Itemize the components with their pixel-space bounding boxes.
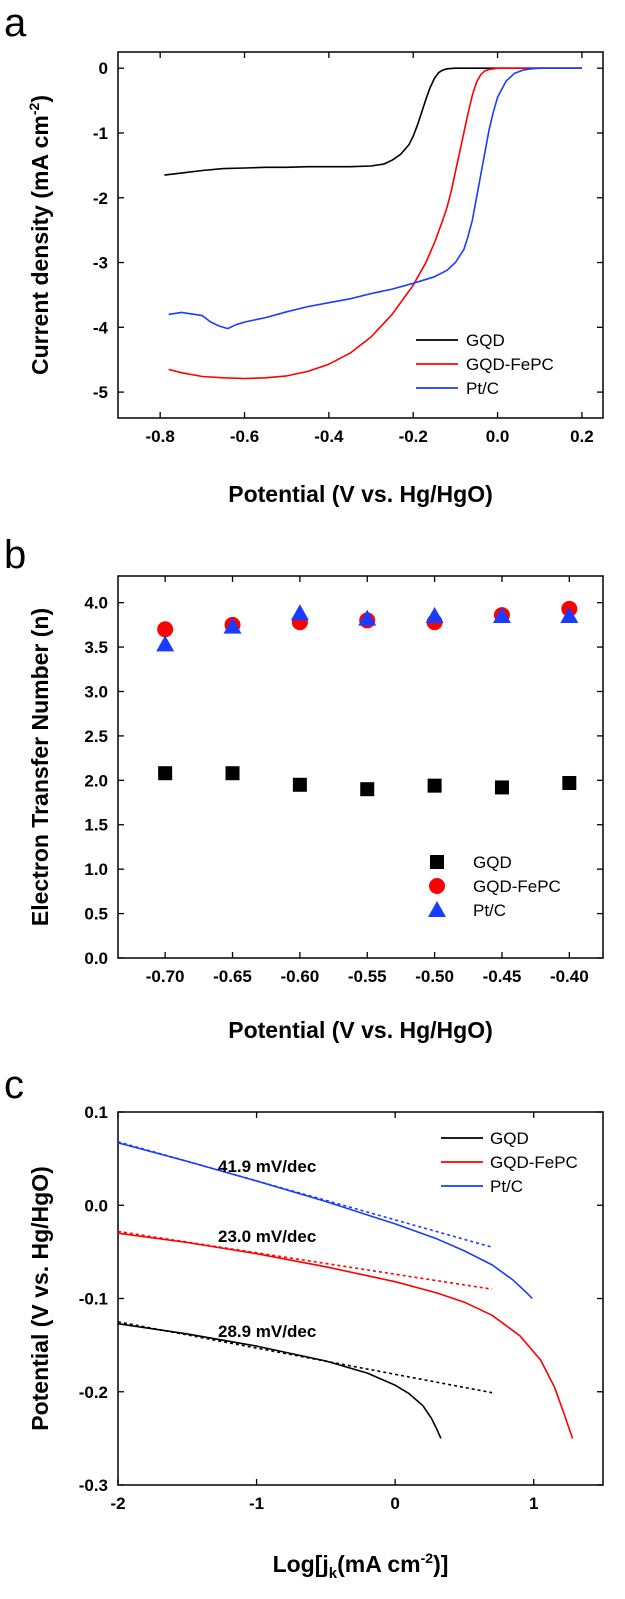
panel-c: c -2 -1 0 1 0.1 0.0 -0.1 -0.2 -0.3 28.9 mV/dec 23.0… xyxy=(4,1063,604,1582)
legend: GQD GQD-FePC Pt/C xyxy=(416,331,554,398)
x-tick-label: -0.6 xyxy=(230,427,259,446)
y-tick-label: -2 xyxy=(93,189,108,208)
y-tick-label: -5 xyxy=(93,383,108,402)
data-point-gqd xyxy=(158,766,173,781)
plot-frame xyxy=(117,575,604,959)
x-tick-label: -0.8 xyxy=(146,427,175,446)
x-axis-label: Potential (V vs. Hg/HgO) xyxy=(228,481,493,507)
legend-label: GQD xyxy=(473,853,512,872)
legend-label: GQD-FePC xyxy=(490,1153,578,1172)
x-tick-label: -0.2 xyxy=(399,427,428,446)
legend-marker xyxy=(429,878,445,894)
x-tick-label: -2 xyxy=(110,1494,125,1513)
x-tick-label: -0.55 xyxy=(348,967,387,986)
y-tick-label: -0.3 xyxy=(79,1476,108,1495)
series-line-gqd xyxy=(117,1322,442,1439)
data-point-gqd xyxy=(360,782,375,797)
y-tick-label: 0.5 xyxy=(84,905,108,924)
x-axis-label-mid: (mA cm xyxy=(337,1551,421,1577)
y-tick-label: 2.0 xyxy=(84,771,108,790)
data-point-gqd xyxy=(225,766,240,781)
data-point-gqd xyxy=(427,778,442,793)
x-tick-label: -1 xyxy=(249,1494,264,1513)
x-tick-label: -0.50 xyxy=(415,967,454,986)
x-axis-label-sup: -2 xyxy=(421,1550,434,1566)
slope-annotation: 28.9 mV/dec xyxy=(218,1322,316,1341)
y-tick-label: -0.1 xyxy=(79,1290,108,1309)
x-tick-label: 0 xyxy=(390,1494,399,1513)
legend-label: Pt/C xyxy=(466,379,499,398)
legend-marker xyxy=(428,901,446,917)
y-axis-label-sup: -2 xyxy=(26,102,42,115)
y-tick-label: 1.0 xyxy=(84,860,108,879)
y-axis-label-main: Current density (mA cm xyxy=(27,115,53,375)
x-tick-label: 0.0 xyxy=(486,427,510,446)
y-tick-label: 0.1 xyxy=(84,1103,108,1122)
data-point-gqd-fepc xyxy=(157,621,174,638)
data-point-pt-c xyxy=(560,606,579,623)
data-point-pt-c xyxy=(156,635,175,652)
panel-letter-b: b xyxy=(4,533,26,577)
series-line-pt-c xyxy=(168,67,582,330)
legend-marker xyxy=(430,855,444,869)
y-tick-label: 0.0 xyxy=(84,1196,108,1215)
legend-label: GQD-FePC xyxy=(466,355,554,374)
y-tick-label: -3 xyxy=(93,254,108,273)
y-tick-label: -4 xyxy=(93,318,109,337)
plot-frame xyxy=(117,51,604,419)
data-point-gqd xyxy=(562,775,577,790)
data-point-pt-c xyxy=(290,604,309,621)
x-tick-label: -0.4 xyxy=(314,427,344,446)
series-line-gqd-fepc xyxy=(117,1232,574,1439)
legend-label: Pt/C xyxy=(473,901,506,920)
x-axis-label-sub: k xyxy=(329,1565,338,1582)
y-tick-label: 3.5 xyxy=(84,638,108,657)
slope-annotation: 41.9 mV/dec xyxy=(218,1157,316,1176)
legend-label: GQD xyxy=(490,1129,529,1148)
series-line-gqd-fepc xyxy=(168,67,582,380)
y-tick-label: 0.0 xyxy=(84,949,108,968)
y-tick-label: -1 xyxy=(93,124,108,143)
x-axis-label: Potential (V vs. Hg/HgO) xyxy=(228,1017,493,1043)
x-tick-label: 0.2 xyxy=(570,427,594,446)
series-line-gqd xyxy=(164,67,582,176)
panel-letter-c: c xyxy=(4,1063,24,1107)
y-axis-label-close: ) xyxy=(27,95,53,103)
x-axis-label: Log[jk(mA cm-2)] xyxy=(273,1550,449,1582)
y-tick-label: -0.2 xyxy=(79,1383,108,1402)
y-tick-label: 3.0 xyxy=(84,682,108,701)
x-tick-label: -0.45 xyxy=(483,967,522,986)
data-point-gqd xyxy=(494,780,509,795)
y-axis-label: Electron Transfer Number (n) xyxy=(27,608,53,926)
legend: GQD GQD-FePC Pt/C xyxy=(441,1129,578,1196)
x-tick-label: -0.70 xyxy=(146,967,185,986)
x-tick-label: 1 xyxy=(529,1494,538,1513)
x-tick-label: -0.40 xyxy=(550,967,589,986)
legend-label: Pt/C xyxy=(490,1177,523,1196)
y-axis-label: Potential (V vs. Hg/HgO) xyxy=(27,1166,53,1431)
x-tick-label: -0.65 xyxy=(213,967,252,986)
legend: GQD GQD-FePC Pt/C xyxy=(428,853,561,920)
data-point-pt-c xyxy=(223,617,242,634)
y-tick-label: 2.5 xyxy=(84,727,108,746)
legend-label: GQD-FePC xyxy=(473,877,561,896)
x-axis-label-main: Log[j xyxy=(273,1551,329,1577)
data-point-pt-c xyxy=(425,606,444,623)
data-point-pt-c xyxy=(358,609,377,626)
y-tick-label: 4.0 xyxy=(84,594,108,613)
data-point-gqd xyxy=(292,777,307,792)
panel-letter-a: a xyxy=(4,1,27,45)
y-tick-label: 1.5 xyxy=(84,816,108,835)
panel-b: b -0.70 -0.65 -0.60 -0.55 -0.50 -0.45 -0.40 0.0 0… xyxy=(4,533,604,1043)
slope-annotation: 23.0 mV/dec xyxy=(218,1227,316,1246)
y-axis-label: Current density (mA cm-2) xyxy=(26,95,53,375)
x-tick-label: -0.60 xyxy=(281,967,320,986)
panel-a: a-0.8 -0.6 -0.4 -0.2 0.0 0.20-1-2-3-4-5GQDGQD… xyxy=(4,1,604,507)
legend-label: GQD xyxy=(466,331,505,350)
data-point-pt-c xyxy=(492,606,511,623)
y-tick-label: 0 xyxy=(99,59,108,78)
series-line-pt-c xyxy=(117,1142,533,1300)
x-axis-label-close: )] xyxy=(433,1551,448,1577)
